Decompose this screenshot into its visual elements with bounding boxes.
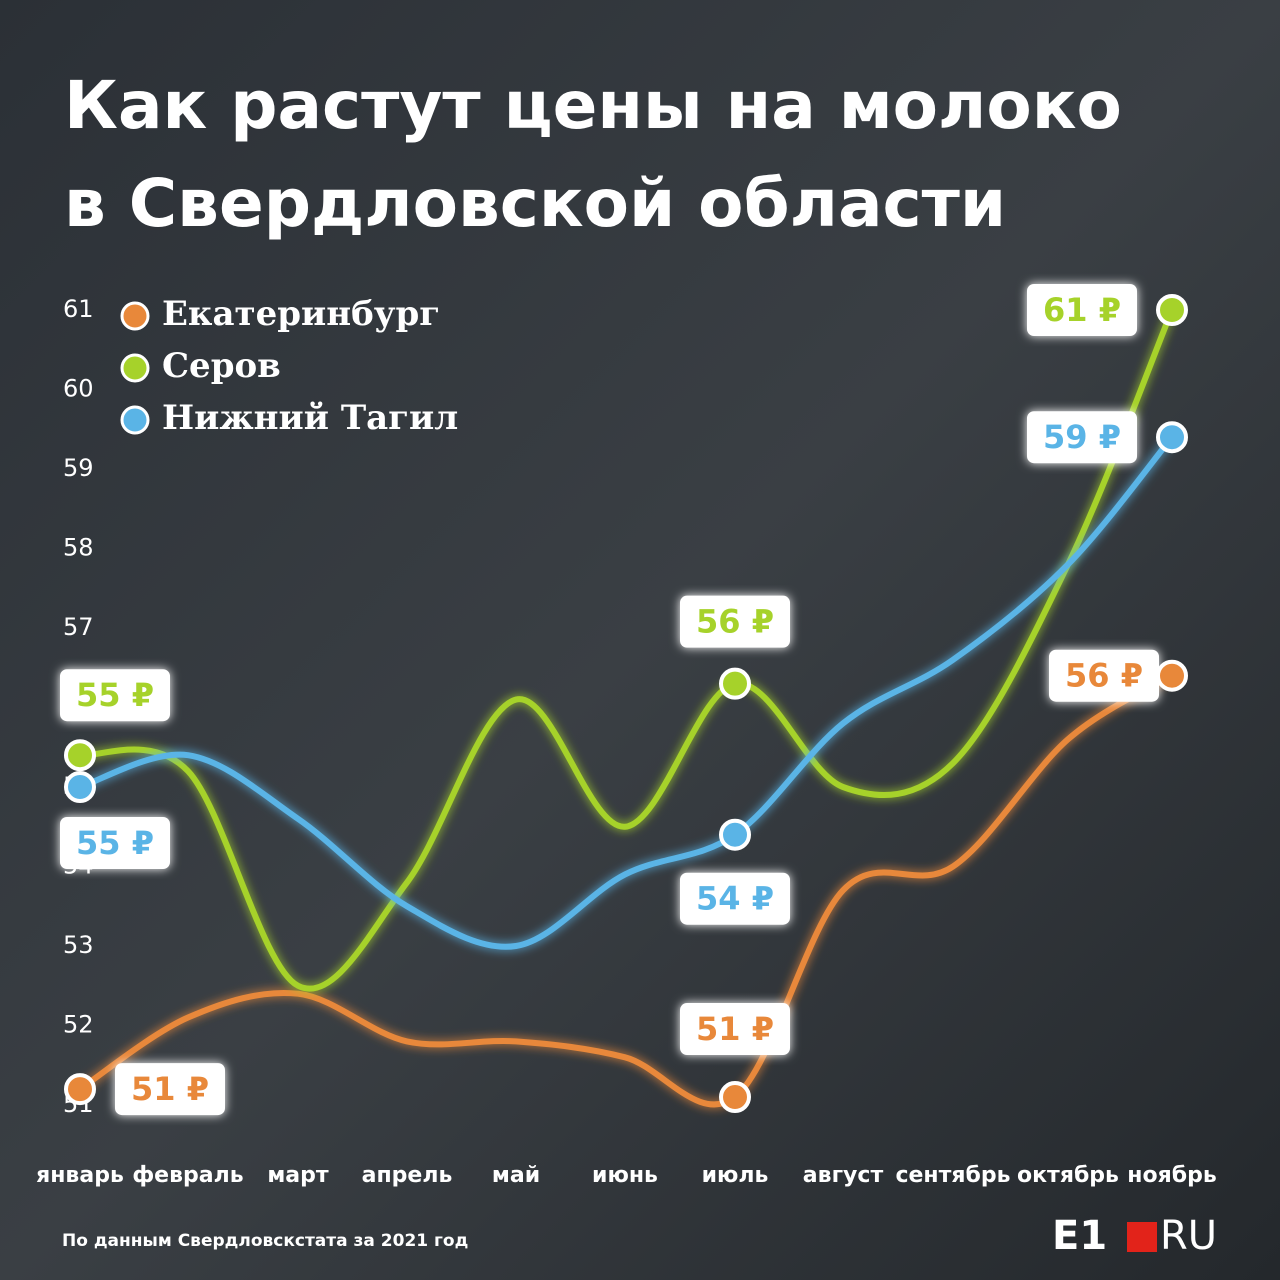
point: [1156, 659, 1188, 692]
x-tick-label: август: [803, 1163, 884, 1188]
value-label: 55 ₽: [76, 824, 154, 862]
logo-square: [1127, 1222, 1157, 1252]
x-tick-label: январь: [36, 1163, 124, 1188]
value-label-box: [1049, 649, 1159, 702]
point: [64, 771, 96, 803]
y-tick-label: 58: [63, 534, 94, 562]
x-tick-label: октябрь: [1017, 1163, 1119, 1188]
point: [64, 739, 96, 772]
value-label-box: [680, 1003, 790, 1056]
value-label: 61 ₽: [1043, 291, 1121, 329]
value-label-box: [60, 669, 170, 722]
value-label: 56 ₽: [1065, 657, 1143, 695]
y-tick-label: 61: [63, 295, 94, 323]
point: [1156, 421, 1188, 454]
legend-marker: [120, 353, 150, 383]
legend-label: Серов: [162, 346, 281, 386]
value-label: 51 ₽: [696, 1010, 774, 1048]
x-tick-label: март: [267, 1163, 329, 1188]
value-label: 54 ₽: [696, 880, 774, 918]
value-label-box: [680, 595, 790, 648]
source: По данным Свердловскстата за 2021 год: [62, 1231, 468, 1251]
point: [64, 1073, 96, 1106]
plot: 5152535455565758596061январьфевральмарта…: [36, 284, 1217, 1188]
value-label: 56 ₽: [696, 603, 774, 641]
point: [719, 818, 751, 851]
value-label-box: [1027, 411, 1137, 464]
line: [79, 435, 1175, 950]
x-tick-label: июнь: [592, 1163, 658, 1188]
x-tick-label: апрель: [362, 1163, 453, 1188]
y-tick-label: 57: [63, 613, 94, 641]
value-label-box: [680, 872, 790, 925]
value-label-box: [115, 1063, 225, 1116]
value-label-box: [60, 817, 170, 869]
logo-e1: E1: [1052, 1213, 1107, 1259]
logo-ru: RU: [1160, 1213, 1217, 1259]
title-text: Как растут цены на молоко: [64, 67, 1122, 144]
legend-label: Нижний Тагил: [162, 398, 458, 438]
line: [79, 308, 1175, 992]
y-tick-label: 59: [63, 454, 94, 482]
x-tick-label: май: [492, 1163, 540, 1188]
value-label: 51 ₽: [131, 1070, 209, 1108]
x-tick-label: сентябрь: [895, 1163, 1010, 1188]
y-tick-label: 60: [63, 375, 94, 403]
legend-label: Екатеринбург: [162, 294, 440, 334]
point: [719, 1081, 751, 1114]
x-tick-label: февраль: [132, 1163, 243, 1188]
point: [1156, 294, 1188, 326]
legend-marker: [120, 301, 150, 331]
value-label-box: [1027, 284, 1137, 336]
y-tick-label: 53: [63, 931, 94, 959]
legend-marker: [120, 405, 150, 435]
title-text: в Свердловской области: [64, 165, 1006, 242]
x-tick-label: июль: [702, 1163, 769, 1188]
value-label: 55 ₽: [76, 676, 154, 714]
chart-title: Как растут цены на молоко в Свердловской …: [64, 67, 1122, 242]
line: [78, 673, 1174, 1108]
y-tick-label: 52: [63, 1011, 94, 1039]
value-label: 59 ₽: [1043, 418, 1121, 456]
x-tick-label: ноябрь: [1127, 1163, 1216, 1188]
point: [719, 667, 751, 700]
